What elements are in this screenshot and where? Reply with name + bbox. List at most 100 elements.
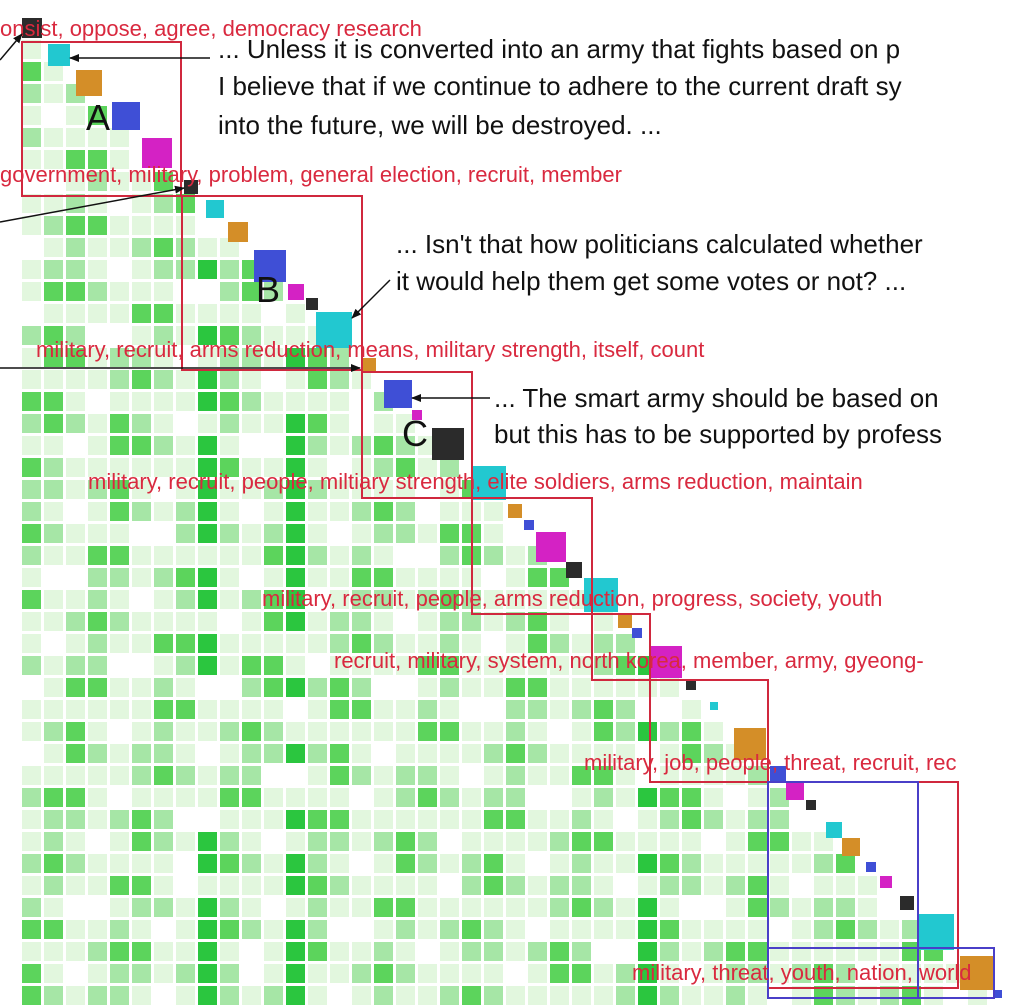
- heat-cell: [44, 700, 63, 719]
- heat-cell: [308, 700, 327, 719]
- heat-cell: [66, 106, 85, 125]
- heat-cell: [308, 744, 327, 763]
- diagonal-block: [472, 466, 506, 500]
- heat-cell: [176, 964, 195, 983]
- heat-cell: [638, 810, 657, 829]
- heat-cell: [572, 832, 591, 851]
- heat-cell: [616, 634, 635, 653]
- heat-cell: [550, 656, 569, 675]
- heat-cell: [44, 62, 63, 81]
- heat-cell: [110, 150, 129, 169]
- heat-cell: [308, 546, 327, 565]
- heat-cell: [484, 722, 503, 741]
- heat-cell: [660, 876, 679, 895]
- heat-cell: [748, 942, 767, 961]
- heat-cell: [528, 986, 547, 1005]
- heat-cell: [242, 700, 261, 719]
- heat-cell: [264, 744, 283, 763]
- heat-cell: [418, 568, 437, 587]
- heat-cell: [242, 458, 261, 477]
- heat-cell: [814, 920, 833, 939]
- keyword-label-7: military, job, people, threat, recruit, …: [584, 750, 957, 775]
- heat-cell: [374, 722, 393, 741]
- heat-cell: [22, 260, 41, 279]
- heat-cell: [176, 480, 195, 499]
- heat-cell: [594, 656, 613, 675]
- heat-cell: [66, 172, 85, 191]
- heat-cell: [286, 326, 305, 345]
- heat-cell: [572, 700, 591, 719]
- heat-cell: [484, 898, 503, 917]
- heat-cell: [440, 678, 459, 697]
- heat-cell: [902, 920, 921, 939]
- heat-cell: [374, 568, 393, 587]
- cluster-box-5: [591, 613, 651, 681]
- heat-cell: [374, 700, 393, 719]
- heat-cell: [286, 634, 305, 653]
- heat-cell: [198, 876, 217, 895]
- heat-cell: [352, 876, 371, 895]
- cluster-box-c: [361, 371, 473, 499]
- heat-cell: [132, 964, 151, 983]
- heat-cell: [66, 612, 85, 631]
- quote-3-line-1: ... The smart army should be based on: [494, 383, 939, 413]
- heat-cell: [110, 744, 129, 763]
- heat-cell: [66, 810, 85, 829]
- heat-cell: [682, 854, 701, 873]
- heat-cell: [198, 568, 217, 587]
- pointer-arrows: [0, 33, 490, 402]
- heat-cell: [242, 634, 261, 653]
- heat-cell: [220, 348, 239, 367]
- heat-cell: [330, 942, 349, 961]
- heat-cell: [198, 414, 217, 433]
- heat-cell: [594, 986, 613, 1005]
- cluster-box-b: [181, 195, 363, 371]
- heat-cell: [418, 920, 437, 939]
- heat-cell: [352, 612, 371, 631]
- heat-cell: [220, 304, 239, 323]
- heat-cell: [132, 502, 151, 521]
- heat-cell: [264, 326, 283, 345]
- heat-cell: [110, 568, 129, 587]
- heat-cell: [286, 986, 305, 1005]
- heat-cell: [858, 942, 877, 961]
- heat-cell: [374, 964, 393, 983]
- heat-cell: [132, 282, 151, 301]
- heat-cell: [308, 876, 327, 895]
- heat-cell: [22, 634, 41, 653]
- heat-cell: [286, 678, 305, 697]
- heat-cell: [66, 326, 85, 345]
- subcluster-box-3: [917, 947, 995, 999]
- heat-cell: [836, 986, 855, 1005]
- heat-cell: [506, 810, 525, 829]
- heat-cell: [132, 436, 151, 455]
- heat-cell: [418, 458, 437, 477]
- heat-cell: [418, 788, 437, 807]
- heat-cell: [66, 458, 85, 477]
- heat-cell: [330, 964, 349, 983]
- heat-cell: [110, 590, 129, 609]
- diagonal-blocks: [22, 18, 1002, 998]
- heat-cell: [286, 920, 305, 939]
- block-label-b: B: [256, 269, 280, 310]
- heat-cell: [440, 744, 459, 763]
- heat-cell: [902, 942, 921, 961]
- heat-cell: [770, 898, 789, 917]
- heat-cell: [286, 722, 305, 741]
- keyword-label-8: military, threat, youth, nation, world: [632, 960, 972, 985]
- quote-1-line-2: I believe that if we continue to adhere …: [218, 71, 902, 101]
- heat-cell: [110, 678, 129, 697]
- keyword-label-2: government, military, problem, general e…: [0, 162, 622, 187]
- heat-cell: [528, 634, 547, 653]
- heat-cell: [484, 612, 503, 631]
- heat-cell: [462, 656, 481, 675]
- heat-cell: [198, 458, 217, 477]
- heat-cell: [22, 920, 41, 939]
- heat-cell: [374, 612, 393, 631]
- heat-cell: [418, 700, 437, 719]
- heat-cell: [374, 546, 393, 565]
- heat-cell: [484, 920, 503, 939]
- heat-cell: [88, 964, 107, 983]
- heat-cell: [836, 920, 855, 939]
- heat-cell: [110, 238, 129, 257]
